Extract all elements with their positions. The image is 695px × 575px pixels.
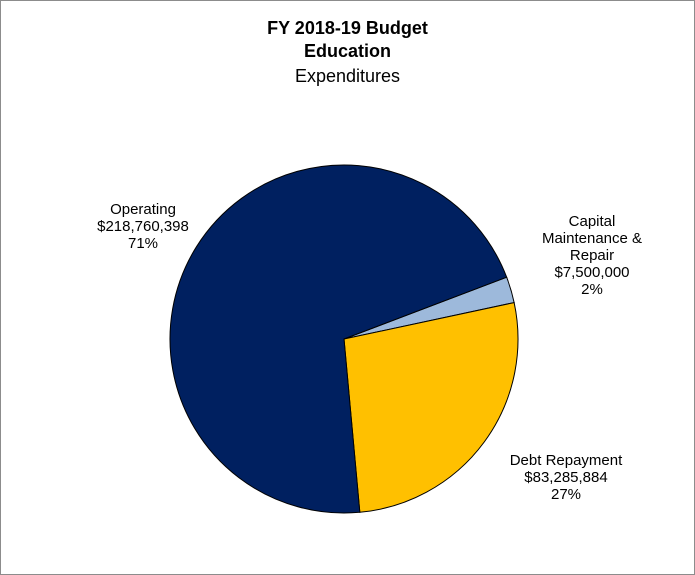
slice-label-capital-percent: 2% [581, 281, 603, 298]
slice-label-debt-percent: 27% [550, 486, 582, 503]
slice-label-operating: Operating $218,760,398 71% [68, 201, 218, 252]
slice-debt [343, 301, 519, 513]
slice-label-operating-amount: $218,760,398 [97, 218, 189, 235]
slice-label-operating-percent: 71% [127, 235, 159, 252]
slice-label-debt-amount: $83,285,884 [524, 469, 608, 486]
slice-label-debt-name: Debt Repayment [509, 452, 623, 469]
slice-label-debt: Debt Repayment $83,285,884 27% [491, 452, 641, 503]
chart-subtitle: Education [303, 41, 391, 61]
slice-operating [169, 164, 508, 514]
slice-label-capital-amount: $7,500,000 [554, 264, 630, 281]
slice-label-capital: Capital Maintenance & Repair $7,500,000 … [517, 213, 667, 298]
slice-label-capital-name-3: Repair [569, 247, 615, 264]
chart-subtitle-2: Expenditures [294, 66, 401, 86]
chart-title: FY 2018-19 Budget [267, 18, 428, 38]
slice-label-capital-name-2: Maintenance & [541, 230, 643, 247]
slice-label-capital-name-1: Capital [568, 213, 616, 230]
slice-label-operating-name: Operating [110, 201, 176, 218]
